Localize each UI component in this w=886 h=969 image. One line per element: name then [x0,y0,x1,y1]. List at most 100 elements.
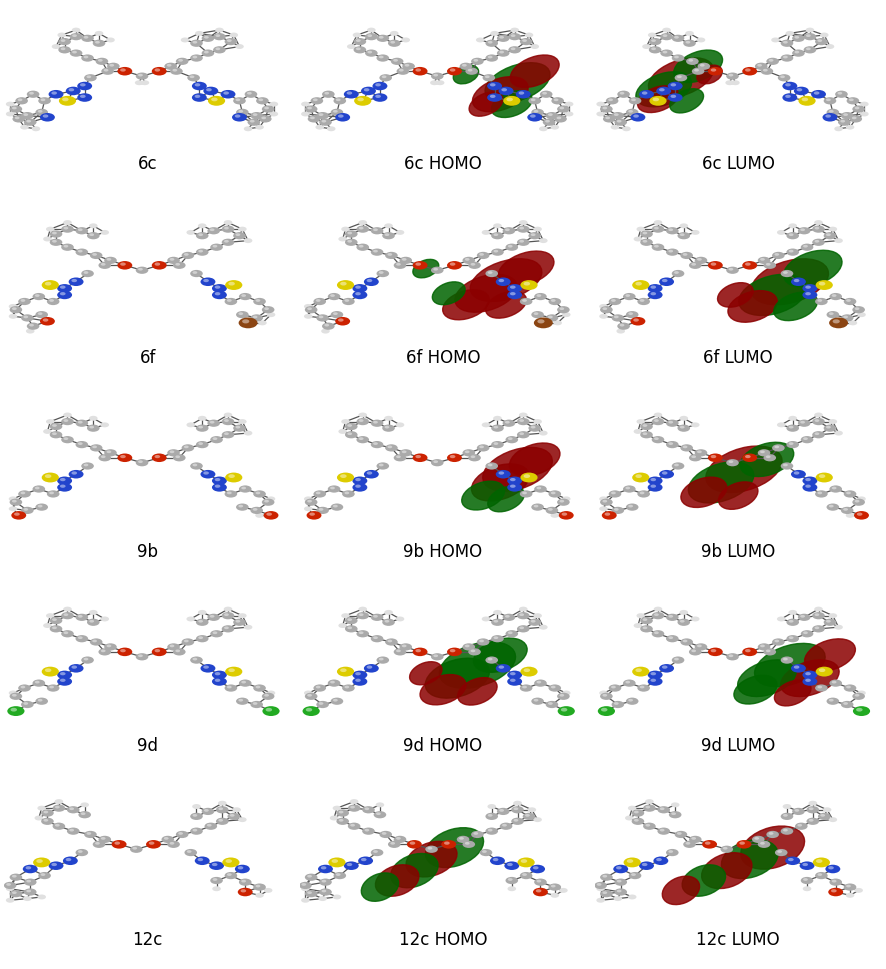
Circle shape [314,298,326,306]
Circle shape [169,842,175,845]
Circle shape [814,433,820,436]
Circle shape [321,329,330,334]
Circle shape [433,75,438,78]
Circle shape [642,433,648,436]
Circle shape [236,312,249,319]
Circle shape [666,249,679,257]
Circle shape [233,98,245,106]
Circle shape [87,77,91,79]
Circle shape [66,87,81,96]
Circle shape [711,264,716,266]
Circle shape [169,645,175,647]
Circle shape [766,455,771,458]
Circle shape [814,240,820,243]
Circle shape [798,421,811,427]
Circle shape [509,34,521,42]
Circle shape [214,34,226,42]
Circle shape [548,884,561,891]
Circle shape [318,896,327,901]
Circle shape [333,699,338,702]
Circle shape [50,686,54,689]
Circle shape [338,811,344,814]
Circle shape [491,233,504,240]
Circle shape [536,890,541,892]
Circle shape [433,268,438,271]
Circle shape [609,298,621,306]
Ellipse shape [488,486,525,513]
Ellipse shape [361,873,399,901]
Circle shape [468,454,481,462]
Circle shape [831,890,836,892]
Circle shape [436,81,445,86]
Circle shape [355,293,361,297]
Circle shape [803,887,812,891]
Circle shape [267,313,276,318]
Ellipse shape [738,660,797,697]
Circle shape [51,92,57,96]
Circle shape [83,37,89,40]
Circle shape [89,234,94,236]
Circle shape [141,81,149,86]
Circle shape [223,221,232,226]
Circle shape [450,70,455,73]
Circle shape [599,315,608,320]
Text: 9b HOMO: 9b HOMO [403,543,483,560]
Circle shape [795,809,799,812]
Circle shape [659,278,674,287]
Ellipse shape [718,283,753,308]
Circle shape [316,315,329,323]
Circle shape [826,620,831,623]
Circle shape [167,65,172,68]
Circle shape [818,299,822,302]
Circle shape [264,500,269,503]
Circle shape [470,264,476,266]
Ellipse shape [697,66,722,84]
Circle shape [345,492,349,495]
Circle shape [846,885,851,888]
Circle shape [818,492,822,495]
Circle shape [600,307,613,314]
Circle shape [811,91,826,100]
Circle shape [302,706,320,716]
Circle shape [815,685,828,692]
Circle shape [657,87,672,96]
Circle shape [860,112,868,117]
Circle shape [650,286,657,290]
Circle shape [657,828,670,835]
Circle shape [789,251,794,253]
Circle shape [490,857,505,865]
Circle shape [794,280,799,283]
Circle shape [841,112,853,120]
Circle shape [537,487,541,490]
Circle shape [648,677,663,686]
Circle shape [497,36,509,43]
Ellipse shape [702,853,752,889]
Circle shape [60,479,66,482]
Circle shape [247,119,260,127]
Circle shape [233,233,245,240]
Circle shape [487,82,502,91]
Circle shape [742,262,758,270]
Circle shape [329,858,346,867]
Circle shape [379,37,384,40]
Circle shape [460,64,472,71]
Circle shape [307,108,312,110]
Circle shape [794,87,809,96]
Circle shape [803,671,818,679]
Circle shape [533,313,539,316]
Circle shape [649,39,662,47]
Circle shape [519,613,525,616]
Circle shape [635,475,641,479]
Text: 6c: 6c [138,154,158,172]
Circle shape [385,426,389,429]
Circle shape [507,477,522,485]
Circle shape [537,681,541,684]
Circle shape [641,239,653,247]
Ellipse shape [420,674,466,705]
Circle shape [789,637,794,640]
Circle shape [35,504,48,512]
Circle shape [109,65,114,68]
Circle shape [198,637,203,640]
Circle shape [528,619,541,626]
Circle shape [393,60,398,63]
